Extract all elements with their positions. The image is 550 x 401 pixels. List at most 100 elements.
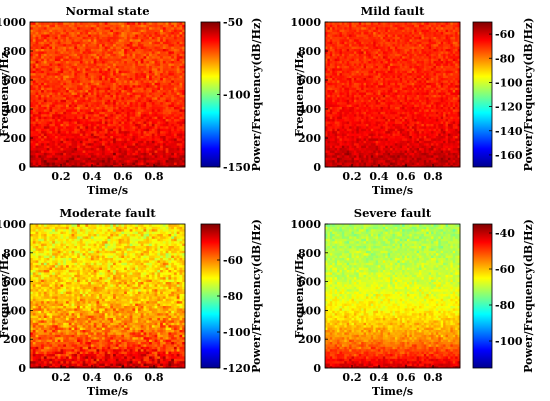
spectrogram-cell [38, 55, 42, 59]
spectrogram-cell [93, 65, 97, 69]
spectrogram-cell [132, 24, 136, 28]
spectrogram-cell [113, 24, 117, 28]
spectrogram-cell [370, 96, 374, 100]
spectrogram-cell [118, 130, 122, 134]
spectrogram-cell [140, 125, 144, 129]
spectrogram-cell [433, 101, 437, 105]
spectrogram-cell [382, 140, 386, 144]
spectrogram-cell [82, 31, 86, 35]
spectrogram-cell [79, 123, 83, 127]
spectrogram-cell [49, 58, 53, 62]
spectrogram-cell [406, 113, 410, 117]
spectrogram-cell [416, 159, 420, 163]
spectrogram-cell [182, 125, 186, 129]
spectrogram-cell [107, 67, 111, 71]
spectrogram-cell [107, 24, 111, 28]
spectrogram-cell [154, 140, 158, 144]
spectrogram-cell [361, 152, 364, 156]
spectrogram-cell [182, 22, 186, 25]
spectrogram-cell [96, 116, 100, 120]
spectrogram-cell [356, 159, 360, 163]
spectrogram-cell [30, 138, 34, 141]
spectrogram-cell [344, 118, 348, 122]
spectrogram-cell [140, 116, 144, 120]
spectrogram-cell [157, 22, 161, 25]
spectrogram-cell [140, 92, 144, 95]
spectrogram-cell [154, 31, 158, 35]
spectrogram-cell [146, 152, 150, 156]
spectrogram-cell [90, 106, 95, 110]
spectrogram-cell [179, 38, 183, 42]
spectrogram-cell [373, 106, 377, 110]
spectrogram-cell [380, 123, 384, 127]
spectrogram-cell [165, 138, 169, 141]
spectrogram-cell [43, 92, 48, 95]
spectrogram-cell [182, 70, 186, 74]
spectrogram-cell [85, 55, 89, 59]
spectrogram-cell [160, 109, 164, 112]
spectrogram-cell [428, 135, 432, 139]
spectrogram-cell [137, 94, 142, 98]
spectrogram-cell [85, 51, 89, 54]
spectrogram-cell [77, 125, 81, 129]
spectrogram-cell [124, 84, 128, 88]
spectrogram-cell [341, 133, 345, 136]
spectrogram-cell [99, 70, 103, 74]
spectrogram-cell [68, 101, 72, 105]
spectrogram-cell [404, 125, 408, 129]
spectrogram-cell [168, 162, 172, 165]
spectrogram-cell [149, 63, 153, 66]
spectrogram-cell [404, 106, 408, 110]
spectrogram-cell [38, 34, 42, 37]
spectrogram-cell [85, 65, 89, 69]
spectrogram-cell [71, 96, 75, 100]
spectrogram-cell [457, 133, 461, 136]
spectrogram-cell [409, 116, 413, 120]
spectrogram-cell [52, 99, 56, 103]
spectrogram-cell [173, 22, 178, 25]
spectrogram-cell [157, 121, 161, 124]
spectrogram-cell [165, 162, 169, 165]
spectrogram-cell [339, 99, 343, 103]
spectrogram-cell [88, 58, 92, 62]
spectrogram-cell [154, 121, 158, 124]
spectrogram-cell [63, 154, 67, 158]
spectrogram-cell [57, 84, 61, 88]
spectrogram-cell [57, 142, 61, 146]
spectrogram-cell [124, 41, 128, 45]
spectrogram-cell [438, 152, 442, 156]
spectrogram-cell [182, 60, 186, 64]
spectrogram-cell [140, 31, 144, 35]
spectrogram-cell [179, 87, 183, 91]
spectrogram-cell [151, 113, 155, 117]
spectrogram-cell [378, 140, 381, 144]
spectrogram-cell [82, 87, 86, 91]
spectrogram-cell [88, 125, 92, 129]
spectrogram-cell [57, 53, 61, 57]
spectrogram-cell [60, 46, 64, 49]
spectrogram-cell [406, 101, 410, 105]
spectrogram-cell [74, 96, 78, 100]
spectrogram-cell [140, 164, 144, 168]
spectrogram-cell [353, 138, 357, 141]
spectrogram-cell [406, 133, 410, 136]
spectrogram-cell [135, 162, 139, 165]
spectrogram-cell [358, 164, 362, 168]
spectrogram-cell [90, 53, 95, 57]
spectrogram-cell [385, 164, 389, 168]
spectrogram-cell [38, 29, 42, 33]
spectrogram-cell [140, 38, 144, 42]
spectrogram-cell [151, 22, 155, 25]
spectrogram-cell [43, 145, 48, 149]
spectrogram-cell [96, 22, 100, 25]
spectrogram-cell [329, 140, 333, 144]
spectrogram-cell [146, 101, 150, 105]
spectrogram-cell [154, 142, 158, 146]
spectrogram-cell [90, 72, 95, 76]
spectrogram-cell [368, 106, 372, 110]
spectrogram-cell [146, 94, 150, 98]
spectrogram-cell [428, 118, 432, 122]
spectrogram-cell [428, 162, 432, 165]
spectrogram-cell [390, 113, 393, 117]
spectrogram-cell [390, 157, 393, 161]
